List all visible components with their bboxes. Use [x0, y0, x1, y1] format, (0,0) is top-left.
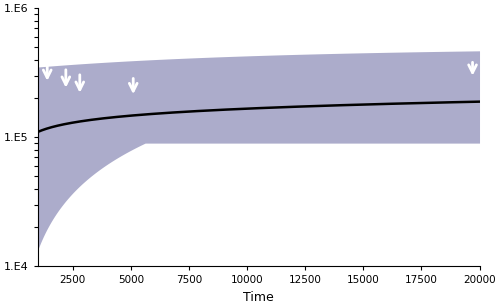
X-axis label: Time: Time [244, 291, 274, 304]
